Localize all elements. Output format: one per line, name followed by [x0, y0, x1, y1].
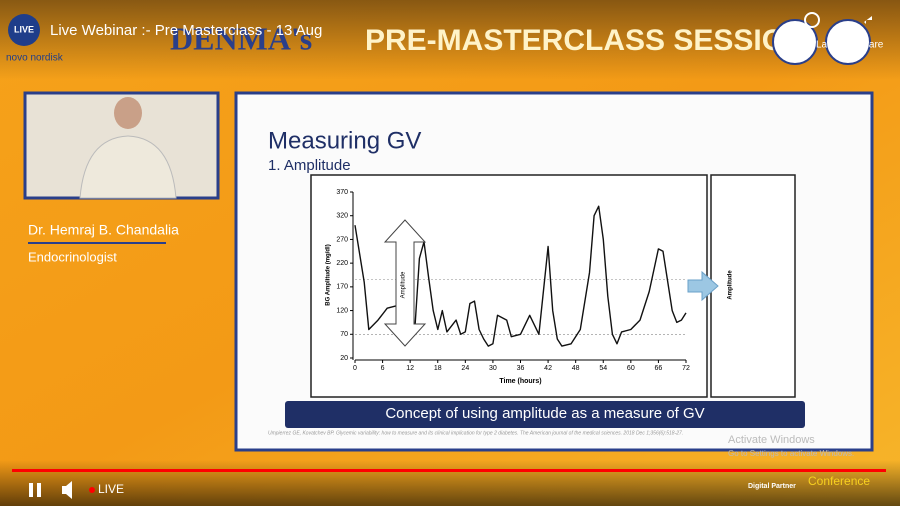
arrow-label: Amplitude [401, 271, 407, 298]
y-tick-label: 120 [336, 307, 348, 314]
slide-subtitle: 1. Amplitude [268, 157, 351, 174]
caption: Concept of using amplitude as a measure … [385, 405, 704, 422]
speaker-name: Dr. Hemraj B. Chandalia [28, 222, 179, 238]
banner-right: PRE-MASTERCLASS SESSION [365, 24, 807, 57]
y-tick-label: 20 [340, 355, 348, 362]
logo [772, 19, 818, 65]
chart: 20 70 120 170 220 270 320 370 0 6 12 18 24 30 36 42 48 54… [326, 189, 734, 385]
flow-arrow [687, 270, 719, 302]
y-tick-label: 370 [336, 189, 348, 196]
y-tick-label: 170 [336, 284, 348, 291]
watermark-1: Activate Windows [728, 434, 815, 446]
progress-bar[interactable] [12, 469, 886, 472]
x-tick-label: 12 [406, 365, 414, 372]
x-tick-label: 72 [682, 365, 690, 372]
caption-bar [285, 401, 805, 428]
side-label: Amplitude [728, 270, 734, 300]
watch-later[interactable]: Watch Later [785, 40, 839, 51]
pause-icon[interactable] [29, 483, 33, 497]
x-axis-label: Time (hours) [499, 378, 541, 385]
speaker-head [114, 97, 142, 129]
x-tick-label: 6 [381, 365, 385, 372]
x-tick-label: 66 [655, 365, 663, 372]
top-overlay [0, 0, 900, 80]
live-label[interactable]: LIVE [98, 482, 124, 496]
citation: Umpierrez GE, Kovatchev BP. Glycemic var… [268, 430, 683, 436]
x-tick-label: 24 [461, 365, 469, 372]
live-badge: LIVE [14, 24, 34, 34]
x-tick-label: 36 [517, 365, 525, 372]
x-tick-label: 48 [572, 365, 580, 372]
x-tick-label: 54 [599, 365, 607, 372]
brand: novo nordisk [6, 53, 64, 64]
amplitude-arrow [383, 219, 427, 347]
glucose-line [354, 205, 687, 347]
x-tick-label: 42 [544, 365, 552, 372]
y-axis-label: BG Amplitude (mg/dl) [326, 244, 332, 305]
footer-brand: Conference [808, 474, 870, 488]
x-tick-label: 0 [353, 365, 357, 372]
speaker-role: Endocrinologist [28, 249, 117, 264]
chart-frame [310, 174, 708, 398]
x-tick-label: 30 [489, 365, 497, 372]
volume-icon[interactable] [62, 481, 72, 499]
share-icon[interactable] [864, 16, 872, 24]
controls-bg [0, 460, 900, 506]
pause-icon[interactable] [37, 483, 41, 497]
side-frame [710, 174, 796, 398]
x-tick-label: 60 [627, 365, 635, 372]
live-icon [8, 14, 40, 46]
y-tick-label: 70 [340, 331, 348, 338]
digital-partner: Digital Partner [748, 483, 796, 490]
watch-later-icon[interactable] [804, 12, 820, 28]
divider [28, 242, 166, 244]
y-tick-label: 270 [336, 236, 348, 243]
x-tick-label: 18 [434, 365, 442, 372]
logo [825, 19, 871, 65]
video-title[interactable]: Live Webinar :- Pre Masterclass - 13 Aug [50, 22, 322, 39]
slide-title: Measuring GV [268, 127, 421, 154]
y-tick-label: 320 [336, 213, 348, 220]
y-tick-label: 220 [336, 260, 348, 267]
watermark-2: Go to Settings to activate Windows. [728, 449, 854, 458]
live-dot [89, 487, 95, 493]
speaker-body [79, 135, 177, 199]
share[interactable]: Share [857, 40, 884, 51]
banner-left: DENMA's [170, 20, 312, 56]
